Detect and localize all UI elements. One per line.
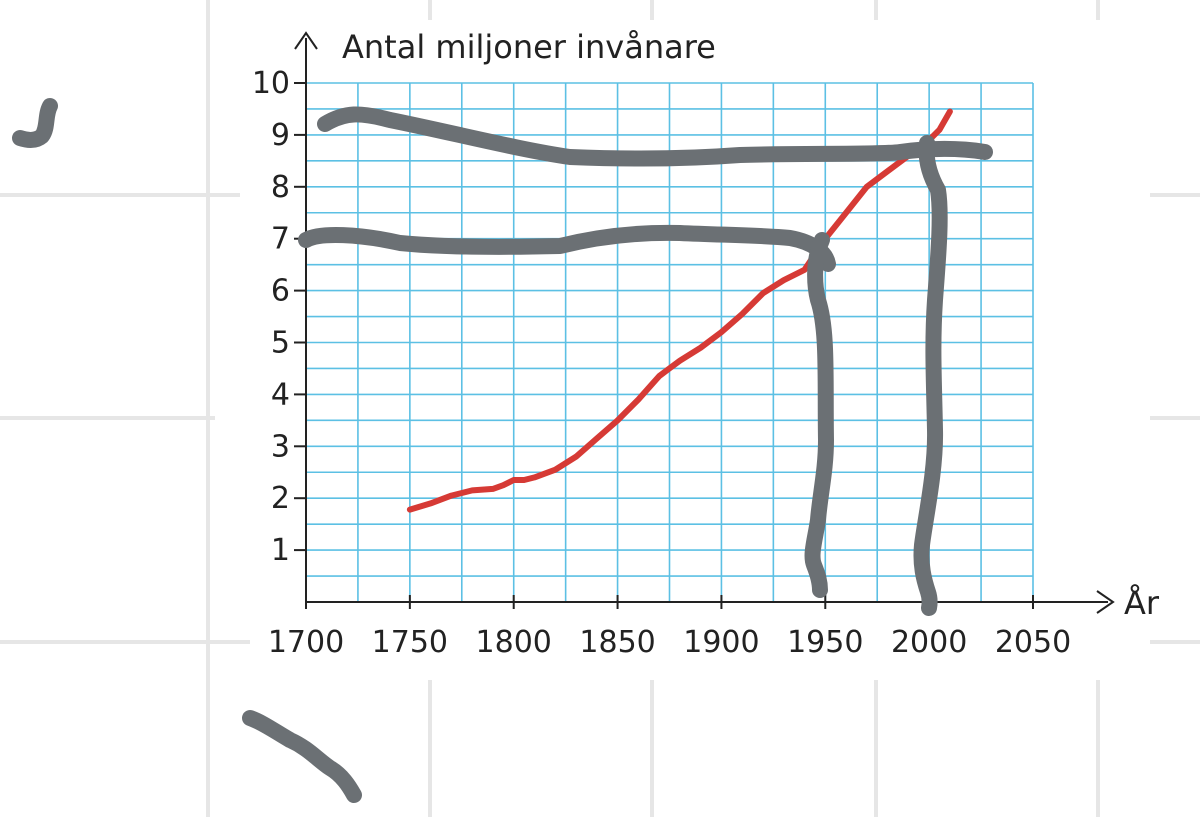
marker-stroke-bottom-diagonal [242, 710, 362, 803]
marker-stroke-top-horizontal [317, 106, 993, 167]
marker-stroke-middle-horizontal [298, 224, 836, 272]
x-tick-label: 1950 [787, 625, 863, 660]
y-axis-arrowhead [294, 31, 318, 50]
y-tick-label: 4 [271, 377, 290, 412]
series-group [406, 108, 953, 513]
y-tick-label: 6 [271, 274, 290, 309]
y-tick-label: 9 [271, 118, 290, 153]
y-tick-label: 2 [271, 481, 290, 516]
y-tick-label: 10 [252, 66, 290, 101]
y-tick-label: 1 [271, 533, 290, 568]
y-tick-label: 7 [271, 222, 290, 257]
y-tick-label: 8 [271, 170, 290, 205]
marker-strokes [12, 98, 993, 803]
x-tick-label: 2050 [995, 625, 1071, 660]
x-tick-label: 1700 [268, 625, 344, 660]
x-axis-label: År [1124, 584, 1160, 622]
x-tick-label: 2000 [891, 625, 967, 660]
x-axis-arrowhead [1096, 590, 1115, 614]
y-tick-label: 5 [271, 326, 290, 361]
chart-axes [294, 31, 1115, 614]
y-axis-label: Antal miljoner invånare [342, 28, 716, 66]
marker-squiggle-top-left [12, 98, 58, 148]
x-tick-label: 1900 [683, 625, 759, 660]
x-tick-label: 1750 [372, 625, 448, 660]
x-tick-labels: 1700 1750 1800 1850 1900 1950 2000 2050 [268, 625, 1071, 660]
x-tick-label: 1850 [579, 625, 655, 660]
marker-stroke-right-vertical [913, 135, 948, 616]
y-tick-label: 3 [271, 429, 290, 464]
marker-stroke-left-vertical [804, 232, 834, 598]
y-tick-labels: 1 2 3 4 5 6 7 8 9 10 [252, 66, 290, 568]
x-tick-label: 1800 [476, 625, 552, 660]
series-line-population [406, 108, 953, 513]
